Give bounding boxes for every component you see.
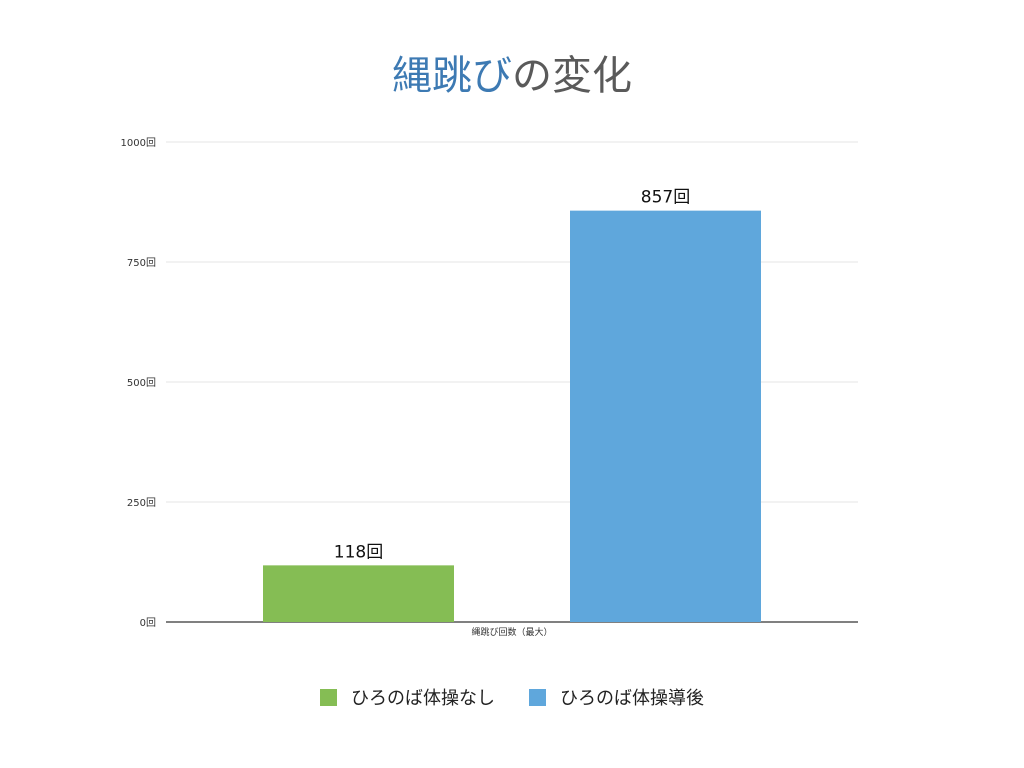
chart-title-rest: の変化 xyxy=(512,53,632,99)
data-label-series-1: 118回 xyxy=(334,542,383,562)
y-tick-label-250: 250回 xyxy=(127,497,156,509)
legend-label-series-2: ひろのば体操導後 xyxy=(560,688,704,709)
y-tick-label-1000: 1000回 xyxy=(121,137,156,149)
chart-title: 縄跳びの変化 xyxy=(0,50,1024,102)
x-category-label: 縄跳び回数（最大） xyxy=(471,626,552,638)
bar-series-1 xyxy=(263,565,454,622)
y-tick-label-0: 0回 xyxy=(140,617,156,629)
bar-series-2 xyxy=(570,210,761,622)
data-label-series-2: 857回 xyxy=(641,188,690,208)
y-tick-label-750: 750回 xyxy=(127,257,156,269)
legend-item-series-1: ひろのば体操なし xyxy=(320,684,495,710)
legend-swatch-series-2 xyxy=(529,688,546,706)
legend-label-series-1: ひろのば体操なし xyxy=(351,688,495,709)
legend-swatch-series-1 xyxy=(320,688,337,706)
chart-title-accent: 縄跳び xyxy=(392,53,512,99)
y-tick-label-500: 500回 xyxy=(127,377,156,389)
chart-legend: ひろのば体操なし ひろのば体操導後 xyxy=(0,684,1024,710)
legend-item-series-2: ひろのば体操導後 xyxy=(529,684,704,710)
